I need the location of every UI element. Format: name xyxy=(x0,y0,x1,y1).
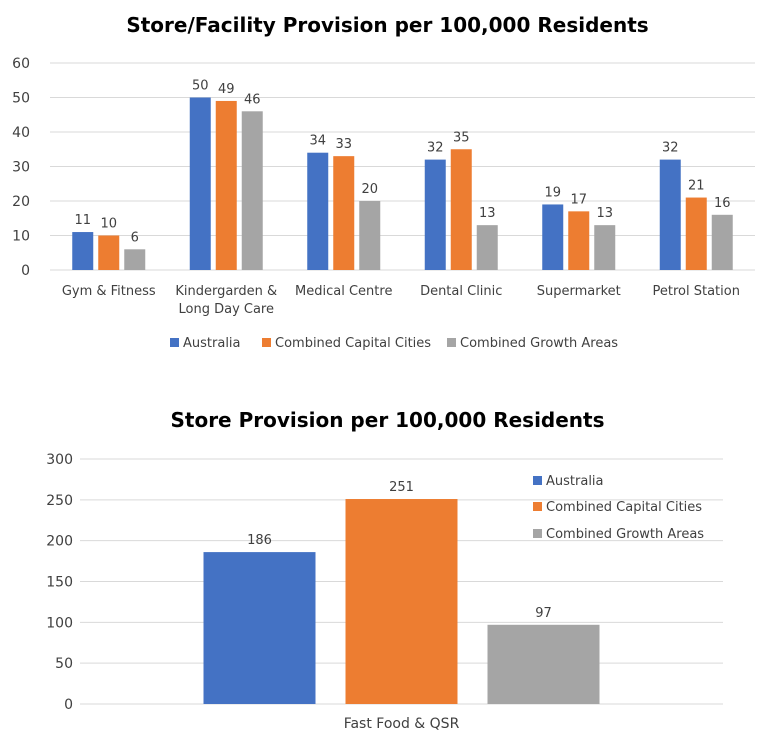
data-label: 20 xyxy=(361,182,378,197)
chart-title: Store/Facility Provision per 100,000 Res… xyxy=(126,13,649,37)
x-tick-label: Petrol Station xyxy=(653,284,740,299)
y-tick-label: 20 xyxy=(12,194,30,210)
data-label: 17 xyxy=(570,192,587,207)
bar xyxy=(424,159,446,270)
legend-swatch xyxy=(170,338,179,347)
legend-label: Combined Capital Cities xyxy=(546,500,702,515)
y-tick-label: 0 xyxy=(64,697,73,713)
store-provision-chart: 0 50 100 150 200 250 300 186 251 97 Fast Food & QS… xyxy=(46,452,723,732)
bar xyxy=(124,249,146,270)
data-label: 49 xyxy=(218,82,235,97)
bar xyxy=(711,214,733,270)
data-label: 16 xyxy=(714,196,731,211)
bar xyxy=(487,624,600,704)
bar xyxy=(98,235,120,270)
y-tick-label: 50 xyxy=(55,656,73,672)
y-tick-label: 250 xyxy=(46,493,73,509)
bar xyxy=(333,156,355,270)
bar xyxy=(568,211,590,270)
data-label: 32 xyxy=(662,141,679,156)
data-label: 50 xyxy=(192,79,209,94)
bar xyxy=(72,232,94,270)
bar xyxy=(215,100,237,270)
x-tick-label: Dental Clinic xyxy=(420,284,502,299)
bar xyxy=(542,204,564,270)
data-label: 19 xyxy=(544,185,561,200)
data-label: 10 xyxy=(100,217,117,232)
legend-swatch xyxy=(262,338,271,347)
legend-label: Australia xyxy=(183,336,241,351)
data-label: 34 xyxy=(309,134,326,149)
data-label: 35 xyxy=(453,130,470,145)
bar xyxy=(189,97,211,270)
y-tick-label: 100 xyxy=(46,615,73,631)
y-tick-label: 200 xyxy=(46,534,73,550)
chart-title: Store Provision per 100,000 Residents xyxy=(170,408,605,432)
facility-provision-chart: 0 10 20 30 40 50 60 11 10 6 Gym & Fitness 50 49 46 Kin… xyxy=(12,56,755,351)
legend-label: Combined Growth Areas xyxy=(546,527,704,542)
bar xyxy=(659,159,681,270)
y-tick-label: 150 xyxy=(46,575,73,591)
legend-label: Combined Capital Cities xyxy=(275,336,431,351)
y-tick-label: 10 xyxy=(12,229,30,245)
data-label: 11 xyxy=(74,213,91,228)
data-label: 97 xyxy=(535,606,552,621)
bar xyxy=(359,201,381,270)
bar xyxy=(594,225,616,270)
bar xyxy=(476,225,498,270)
y-tick-label: 30 xyxy=(12,160,30,176)
y-tick-label: 40 xyxy=(12,125,30,141)
legend-swatch xyxy=(533,529,542,538)
legend-swatch xyxy=(533,476,542,485)
bar xyxy=(345,499,458,704)
bar xyxy=(241,111,263,270)
bar xyxy=(685,197,707,270)
bar xyxy=(307,152,329,270)
x-tick-label: Fast Food & QSR xyxy=(344,716,460,732)
bar xyxy=(203,552,316,704)
legend-swatch xyxy=(447,338,456,347)
data-label: 6 xyxy=(131,230,139,245)
legend-swatch xyxy=(533,502,542,511)
x-tick-label: Supermarket xyxy=(537,284,621,299)
y-tick-label: 50 xyxy=(12,91,30,107)
y-tick-label: 60 xyxy=(12,56,30,72)
x-tick-label: Gym & Fitness xyxy=(62,284,156,299)
data-label: 21 xyxy=(688,179,705,194)
data-label: 13 xyxy=(596,206,613,221)
y-tick-label: 0 xyxy=(21,263,30,279)
data-label: 186 xyxy=(247,533,272,548)
x-tick-label: Medical Centre xyxy=(295,284,392,299)
bar xyxy=(450,149,472,270)
y-tick-label: 300 xyxy=(46,452,73,468)
data-label: 46 xyxy=(244,92,261,107)
data-label: 32 xyxy=(427,141,444,156)
data-label: 33 xyxy=(335,137,352,152)
legend-label: Australia xyxy=(546,474,604,489)
x-tick-label: Kindergarden & Long Day Care xyxy=(175,284,277,317)
data-label: 13 xyxy=(479,206,496,221)
data-label: 251 xyxy=(389,480,414,495)
legend-label: Combined Growth Areas xyxy=(460,336,618,351)
